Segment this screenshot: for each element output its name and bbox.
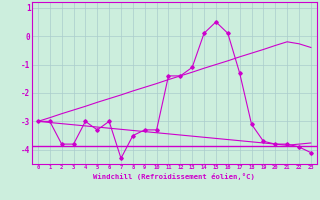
X-axis label: Windchill (Refroidissement éolien,°C): Windchill (Refroidissement éolien,°C) (93, 173, 255, 180)
